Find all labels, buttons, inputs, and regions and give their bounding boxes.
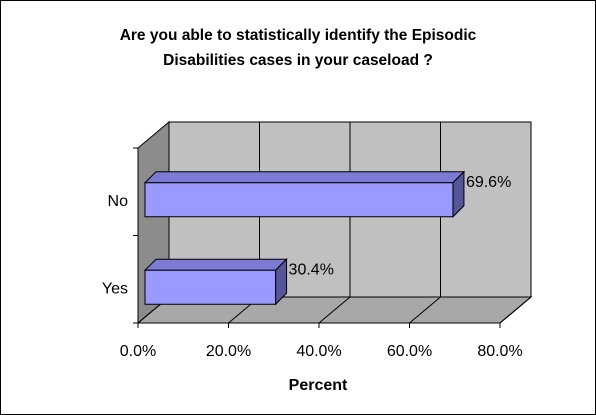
bar-top-face (143, 258, 288, 271)
chart-title-line-1: Are you able to statistically identify t… (120, 27, 477, 44)
x-tick-label: 60.0% (387, 343, 432, 360)
tick-labels: 0.0% 20.0% 40.0% 60.0% 80.0% (120, 343, 523, 360)
axes (133, 147, 501, 328)
gridline-floor (318, 296, 351, 324)
bars (143, 170, 466, 306)
gridline-floor (499, 296, 532, 324)
gridline-floor (409, 296, 441, 324)
data-labels: 69.6% 30.4% (289, 174, 512, 279)
data-label-no: 69.6% (466, 174, 511, 191)
bar-no (143, 170, 466, 218)
data-label-yes: 30.4% (289, 261, 334, 278)
bar-top-face (143, 171, 466, 184)
x-axis-title: Percent (289, 377, 348, 394)
bar-front-face (144, 269, 277, 305)
category-labels: No Yes (102, 193, 128, 298)
x-tick-label: 40.0% (296, 343, 341, 360)
category-label-no: No (108, 193, 129, 210)
category-label-yes: Yes (102, 280, 128, 297)
x-tick-label: 80.0% (477, 343, 522, 360)
bar-yes (143, 258, 288, 306)
bar-front-face (144, 182, 454, 218)
chart-title-line-2: Disabilities cases in your caseload ? (163, 52, 433, 69)
x-tick-label: 20.0% (206, 343, 251, 360)
x-tick-label: 0.0% (120, 343, 156, 360)
